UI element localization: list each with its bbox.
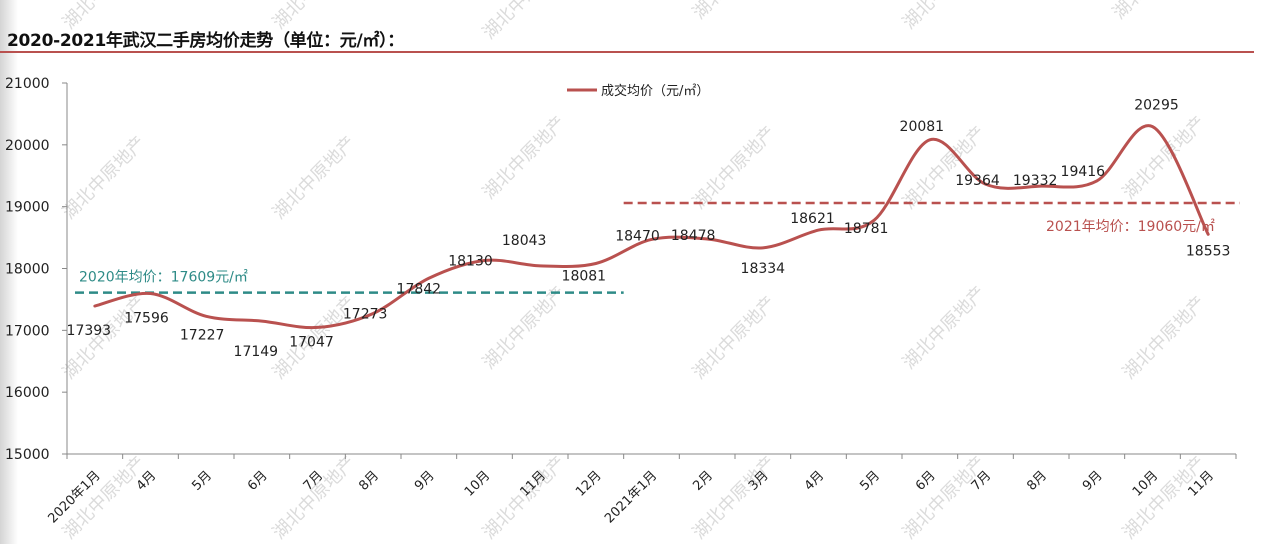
data-label: 18781 [844,221,889,237]
avg-2021-label: 2021年均价：19060元/㎡ [1046,219,1215,235]
watermark-text: 湖北中原地产 [689,292,780,383]
x-tick-label: 5月 [189,468,215,494]
x-tick-label: 2月 [690,468,716,494]
watermark-text: 湖北中原地产 [479,452,570,543]
watermark-text: 湖北中原地产 [899,452,990,543]
data-label: 17273 [343,306,388,322]
y-tick-label: 19000 [5,200,50,216]
data-label: 19332 [1013,173,1058,189]
x-tick-label: 12月 [573,468,604,499]
data-label: 17149 [234,344,279,360]
data-label: 17227 [180,327,225,343]
watermark-text: 湖北中原地产 [479,0,570,44]
data-label: 18081 [562,268,607,284]
data-label: 18130 [448,253,493,269]
chart-title: 2020-2021年武汉二手房均价走势（单位：元/㎡）： [7,31,404,51]
data-label: 18470 [615,228,660,244]
watermark-text: 湖北中原地产 [1119,112,1210,203]
y-tick-label: 18000 [5,262,50,278]
watermark-text: 湖北中原地产 [269,0,360,34]
x-tick-label: 8月 [1024,468,1050,494]
watermark-text: 湖北中原地产 [1109,0,1200,24]
data-label: 20295 [1134,98,1179,114]
data-label: 17842 [397,281,442,297]
data-label: 20081 [900,119,945,135]
watermark-text: 湖北中原地产 [689,452,780,543]
x-tick-label: 8月 [356,468,382,494]
watermark-text: 湖北中原地产 [899,282,990,373]
data-label: 18334 [741,261,786,277]
watermark-text: 湖北中原地产 [899,122,990,213]
title-underline [0,51,1254,53]
avg-2020-label: 2020年均价：17609元/㎡ [79,270,248,286]
watermark-text: 湖北中原地产 [689,122,780,213]
watermark-text: 湖北中原地产 [269,132,360,223]
x-tick-label: 4月 [802,468,828,494]
data-label: 19364 [955,173,1000,189]
watermark-text: 湖北中原地产 [59,0,150,34]
left-edge-shadow [0,0,18,544]
watermark-text: 湖北中原地产 [269,452,360,543]
watermark-text: 湖北中原地产 [59,132,150,223]
legend-label: 成交均价（元/㎡） [601,83,709,99]
x-tick-label: 10月 [462,468,493,499]
x-tick-label: 9月 [1080,468,1106,494]
data-label: 18621 [790,211,835,227]
watermark-text: 湖北中原地产 [479,282,570,373]
data-label: 17393 [67,323,112,339]
y-tick-label: 20000 [5,138,50,154]
watermark-text: 湖北中原地产 [479,112,570,203]
data-label: 17047 [289,334,334,350]
x-tick-label: 2021年1月 [602,468,660,526]
data-label: 19416 [1061,164,1106,180]
data-label: 18043 [502,233,547,249]
watermark-text: 湖北中原地产 [689,0,780,24]
data-label: 18553 [1186,243,1231,259]
data-label: 17596 [124,310,169,326]
y-tick-label: 16000 [5,385,50,401]
x-tick-label: 6月 [245,468,271,494]
x-tick-label: 6月 [913,468,939,494]
data-label: 18478 [671,228,716,244]
y-tick-label: 17000 [5,323,50,339]
watermark-text: 湖北中原地产 [1119,292,1210,383]
y-tick-label: 15000 [5,447,50,463]
x-tick-label: 5月 [857,468,883,494]
series-line-avg-price [93,124,1210,330]
y-tick-label: 21000 [5,76,50,92]
x-tick-label: 9月 [412,468,438,494]
watermark-text: 湖北中原地产 [899,0,990,34]
